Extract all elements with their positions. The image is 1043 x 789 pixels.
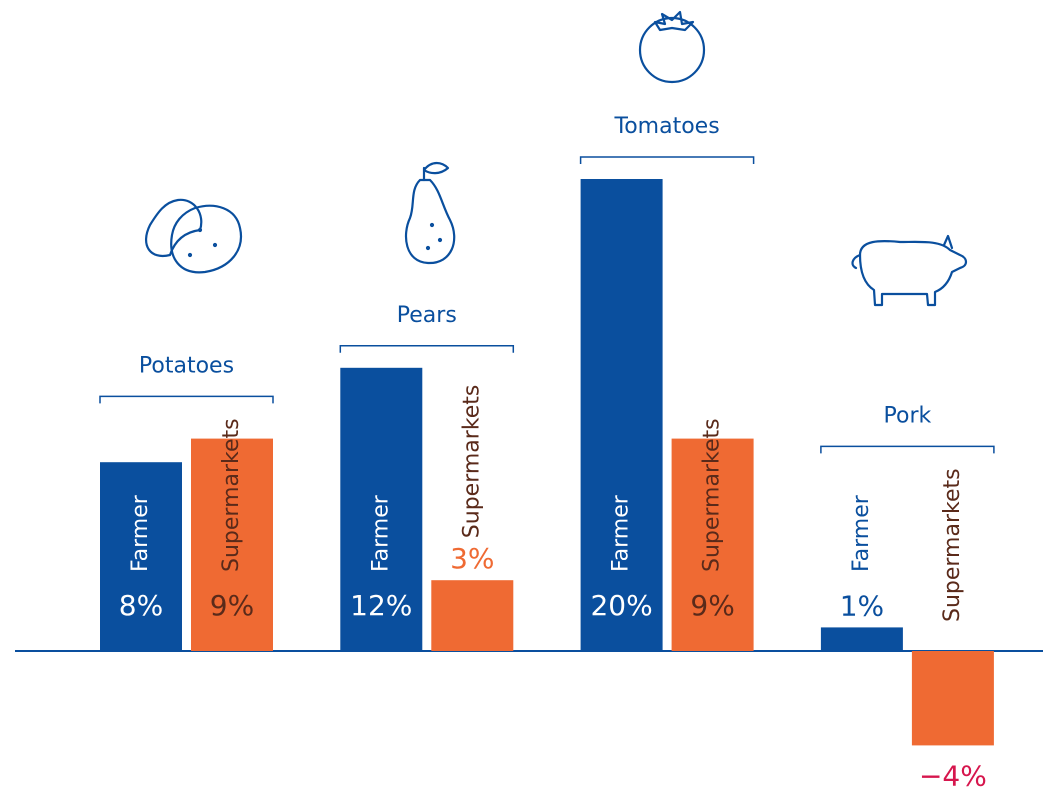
bar bbox=[671, 438, 754, 651]
series-label: Farmer bbox=[849, 494, 874, 572]
category-label: Pears bbox=[397, 303, 457, 328]
series-label: Supermarkets bbox=[700, 418, 725, 572]
bar bbox=[431, 580, 514, 651]
category-label: Pork bbox=[884, 403, 932, 428]
bar bbox=[580, 179, 663, 651]
value-label: 8% bbox=[119, 589, 163, 622]
pear-icon bbox=[404, 161, 456, 265]
category-bracket bbox=[579, 156, 755, 164]
bar bbox=[820, 627, 903, 651]
category-label: Potatoes bbox=[139, 353, 234, 378]
category-bracket bbox=[339, 345, 515, 353]
series-label: Supermarkets bbox=[219, 418, 244, 572]
value-label: 1% bbox=[840, 589, 884, 622]
potato-icon bbox=[144, 198, 243, 274]
series-label: Supermarkets bbox=[940, 468, 965, 622]
pig-icon bbox=[851, 234, 968, 307]
series-label: Farmer bbox=[368, 494, 393, 572]
bar bbox=[100, 462, 182, 651]
value-label: −4% bbox=[919, 759, 987, 789]
value-label: 3% bbox=[450, 542, 494, 575]
value-label: 12% bbox=[350, 589, 412, 622]
series-label: Supermarkets bbox=[459, 385, 484, 539]
bar bbox=[340, 367, 423, 651]
bar bbox=[191, 438, 273, 651]
bar bbox=[911, 651, 994, 746]
series-label: Farmer bbox=[609, 494, 634, 572]
value-label: 9% bbox=[210, 589, 254, 622]
value-label: 20% bbox=[590, 589, 652, 622]
tomato-icon bbox=[638, 10, 706, 84]
category-label: Tomatoes bbox=[614, 114, 720, 139]
series-label: Farmer bbox=[128, 494, 153, 572]
category-bracket bbox=[99, 395, 274, 404]
value-label: 9% bbox=[690, 589, 734, 622]
category-bracket bbox=[820, 445, 995, 454]
